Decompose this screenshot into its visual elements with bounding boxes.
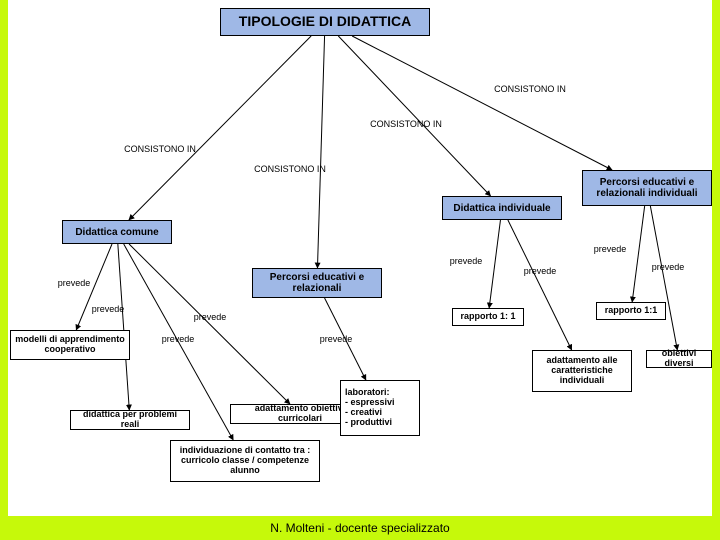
- node-n3: Didattica individuale: [442, 196, 562, 220]
- node-l6: rapporto 1: 1: [452, 308, 524, 326]
- edge-label-n4-l9: prevede: [628, 262, 708, 272]
- edge-label-n3-l6: prevede: [426, 256, 506, 266]
- footer-credit: N. Molteni - docente specializzato: [0, 516, 720, 540]
- frame-right: [712, 0, 720, 516]
- edge-label-n3-l7: prevede: [500, 266, 580, 276]
- edge-label-root-n3: CONSISTONO IN: [366, 119, 446, 129]
- edge-label-root-n2: CONSISTONO IN: [250, 164, 330, 174]
- edge-label-n1-l1: prevede: [34, 278, 114, 288]
- node-n1: Didattica comune: [62, 220, 172, 244]
- node-l5: laboratori: - espressivi - creativi - pr…: [340, 380, 420, 436]
- edge-n4-l8: [632, 206, 644, 302]
- edge-label-n2-l5: prevede: [296, 334, 376, 344]
- node-n2: Percorsi educativi e relazionali: [252, 268, 382, 298]
- node-n4: Percorsi educativi e relazionali individ…: [582, 170, 712, 206]
- node-l8: rapporto 1:1: [596, 302, 666, 320]
- edge-label-root-n1: CONSISTONO IN: [120, 144, 200, 154]
- edge-label-n1-l2: prevede: [68, 304, 148, 314]
- node-l3: individuazione di contatto tra : currico…: [170, 440, 320, 482]
- edge-root-n3: [338, 36, 490, 196]
- node-l9: obiettivi diversi: [646, 350, 712, 368]
- edge-root-n4: [352, 36, 612, 170]
- edge-label-n1-l3: prevede: [138, 334, 218, 344]
- edge-root-n2: [317, 36, 324, 268]
- edge-label-n1-l4: prevede: [170, 312, 250, 322]
- diagram-canvas: TIPOLOGIE DI DIDATTICA Didattica comune Pe…: [0, 0, 720, 540]
- edge-root-n1: [129, 36, 311, 220]
- node-l1: modelli di apprendimento cooperativo: [10, 330, 130, 360]
- edge-n1-l2: [118, 244, 129, 410]
- edge-label-n4-l8: prevede: [570, 244, 650, 254]
- frame-left: [0, 0, 8, 516]
- edge-n3-l7: [508, 220, 572, 350]
- node-l2: didattica per problemi reali: [70, 410, 190, 430]
- node-root: TIPOLOGIE DI DIDATTICA: [220, 8, 430, 36]
- edge-label-root-n4: CONSISTONO IN: [490, 84, 570, 94]
- node-l7: adattamento alle caratteristiche individ…: [532, 350, 632, 392]
- edge-n4-l9: [650, 206, 677, 350]
